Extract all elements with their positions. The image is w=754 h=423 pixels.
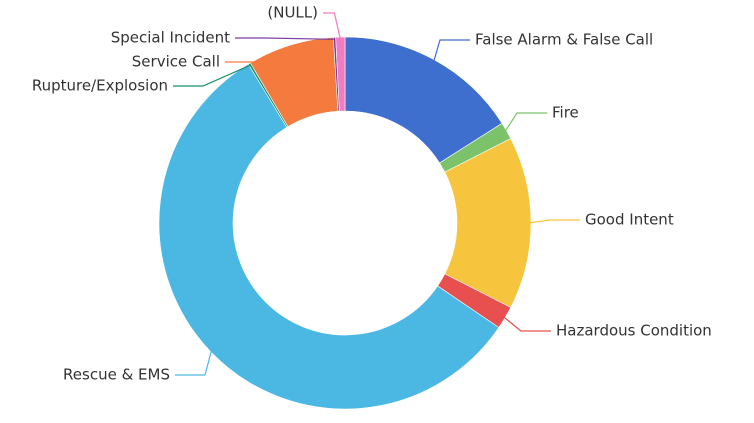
slice-label: Rescue & EMS bbox=[63, 366, 170, 384]
leader-line bbox=[504, 112, 547, 133]
leader-line bbox=[235, 37, 335, 40]
leader-line bbox=[433, 39, 470, 62]
leader-line bbox=[528, 219, 580, 224]
slice-label: Special Incident bbox=[111, 29, 230, 47]
leader-line bbox=[323, 12, 341, 40]
leader-line bbox=[502, 316, 551, 332]
slice-label: Rupture/Explosion bbox=[32, 77, 168, 95]
donut-segment bbox=[158, 63, 500, 410]
leader-line bbox=[225, 46, 292, 63]
donut-segment bbox=[335, 36, 346, 112]
slice-label: Hazardous Condition bbox=[556, 322, 712, 340]
slice-label: False Alarm & False Call bbox=[475, 31, 653, 49]
slice-label: Service Call bbox=[132, 53, 220, 71]
slice-label: Fire bbox=[552, 104, 579, 122]
leader-line bbox=[173, 64, 251, 87]
slice-label: (NULL) bbox=[267, 4, 318, 22]
slice-label: Good Intent bbox=[585, 211, 674, 229]
leader-line bbox=[175, 349, 213, 376]
